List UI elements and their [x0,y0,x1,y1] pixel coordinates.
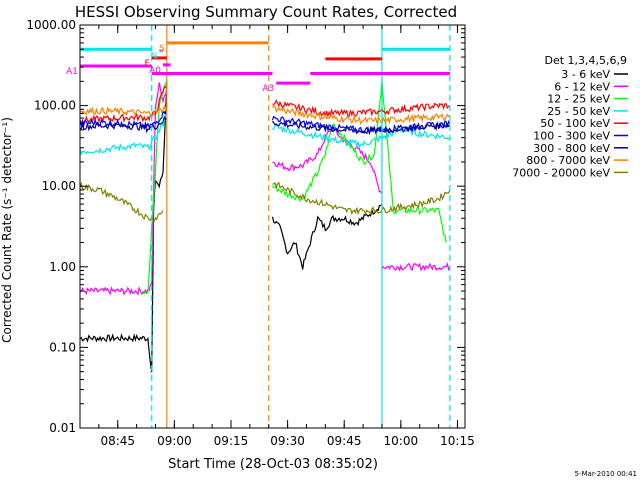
x-axis-label: Start Time (28-Oct-03 08:35:02) [168,457,378,472]
generated-timestamp: 5-Mar-2010 00:41 [575,470,637,478]
series-line-4-seg-1 [272,99,451,119]
x-tick-label-3: 09:30 [270,434,305,448]
plot-frame [79,24,466,429]
legend-label-8: 7000 - 20000 keV [512,166,610,179]
y-tick-label-3: 10.00 [42,179,76,193]
y-tick-label-1: 0.10 [49,340,76,354]
flag-label-4: F [145,59,150,69]
flag-label-3: N [151,52,158,62]
series-line-5-seg-1 [271,115,451,135]
legend-label-6: 300 - 800 keV [533,142,610,155]
chart-title: HESSI Observing Summary Count Rates, Cor… [75,3,457,21]
series-line-1-seg-2 [381,262,451,272]
series-line-3-seg-0 [80,113,168,156]
series-line-1-seg-1 [272,126,383,195]
series-line-7-seg-0 [80,104,168,118]
x-tick-label-5: 10:00 [384,434,419,448]
series-line-2-seg-0 [139,79,168,295]
legend-label-5: 100 - 300 keV [533,130,610,143]
legend-label-3: 25 - 50 keV [547,105,610,118]
y-tick-label-2: 1.00 [49,260,76,274]
legend-label-2: 12 - 25 keV [547,93,610,106]
series-line-0-seg-1 [271,203,383,270]
series-line-8-seg-0 [80,181,164,223]
series-line-1-seg-0 [80,82,168,296]
x-tick-label-4: 09:45 [327,434,362,448]
x-tick-label-0: 08:45 [100,434,135,448]
series-line-6-seg-0 [80,115,168,134]
flag-label-9: A3 [262,84,274,94]
legend-label-4: 50 - 100 keV [540,117,610,130]
y-axis-label: Corrected Count Rate (s⁻¹ detector⁻¹) [0,117,14,343]
series-line-3-seg-1 [272,124,451,149]
y-tick-label-5: 1000.00 [26,18,76,32]
x-tick-label-1: 09:00 [157,434,192,448]
legend-label-0: 3 - 6 keV [561,68,610,81]
flag-label-2: S [159,44,165,54]
x-tick-label-2: 09:15 [214,434,249,448]
series-line-0-seg-0 [80,81,168,373]
series-line-8-seg-1 [272,181,451,216]
series-line-4-seg-0 [80,84,168,125]
series-line-7-seg-1 [271,104,451,125]
y-tick-label-4: 100.00 [34,99,76,113]
x-tick-label-6: 10:15 [440,434,475,448]
flag-label-6: A0 [149,66,161,76]
series-line-6-seg-1 [271,120,451,136]
legend-label-1: 6 - 12 keV [554,80,610,93]
legend-title: Det 1,3,4,5,6,9 [544,54,627,67]
legend-label-7: 800 - 7000 keV [526,154,610,167]
flag-label-7: A1 [66,67,78,77]
y-tick-label-0: 0.01 [49,421,76,435]
